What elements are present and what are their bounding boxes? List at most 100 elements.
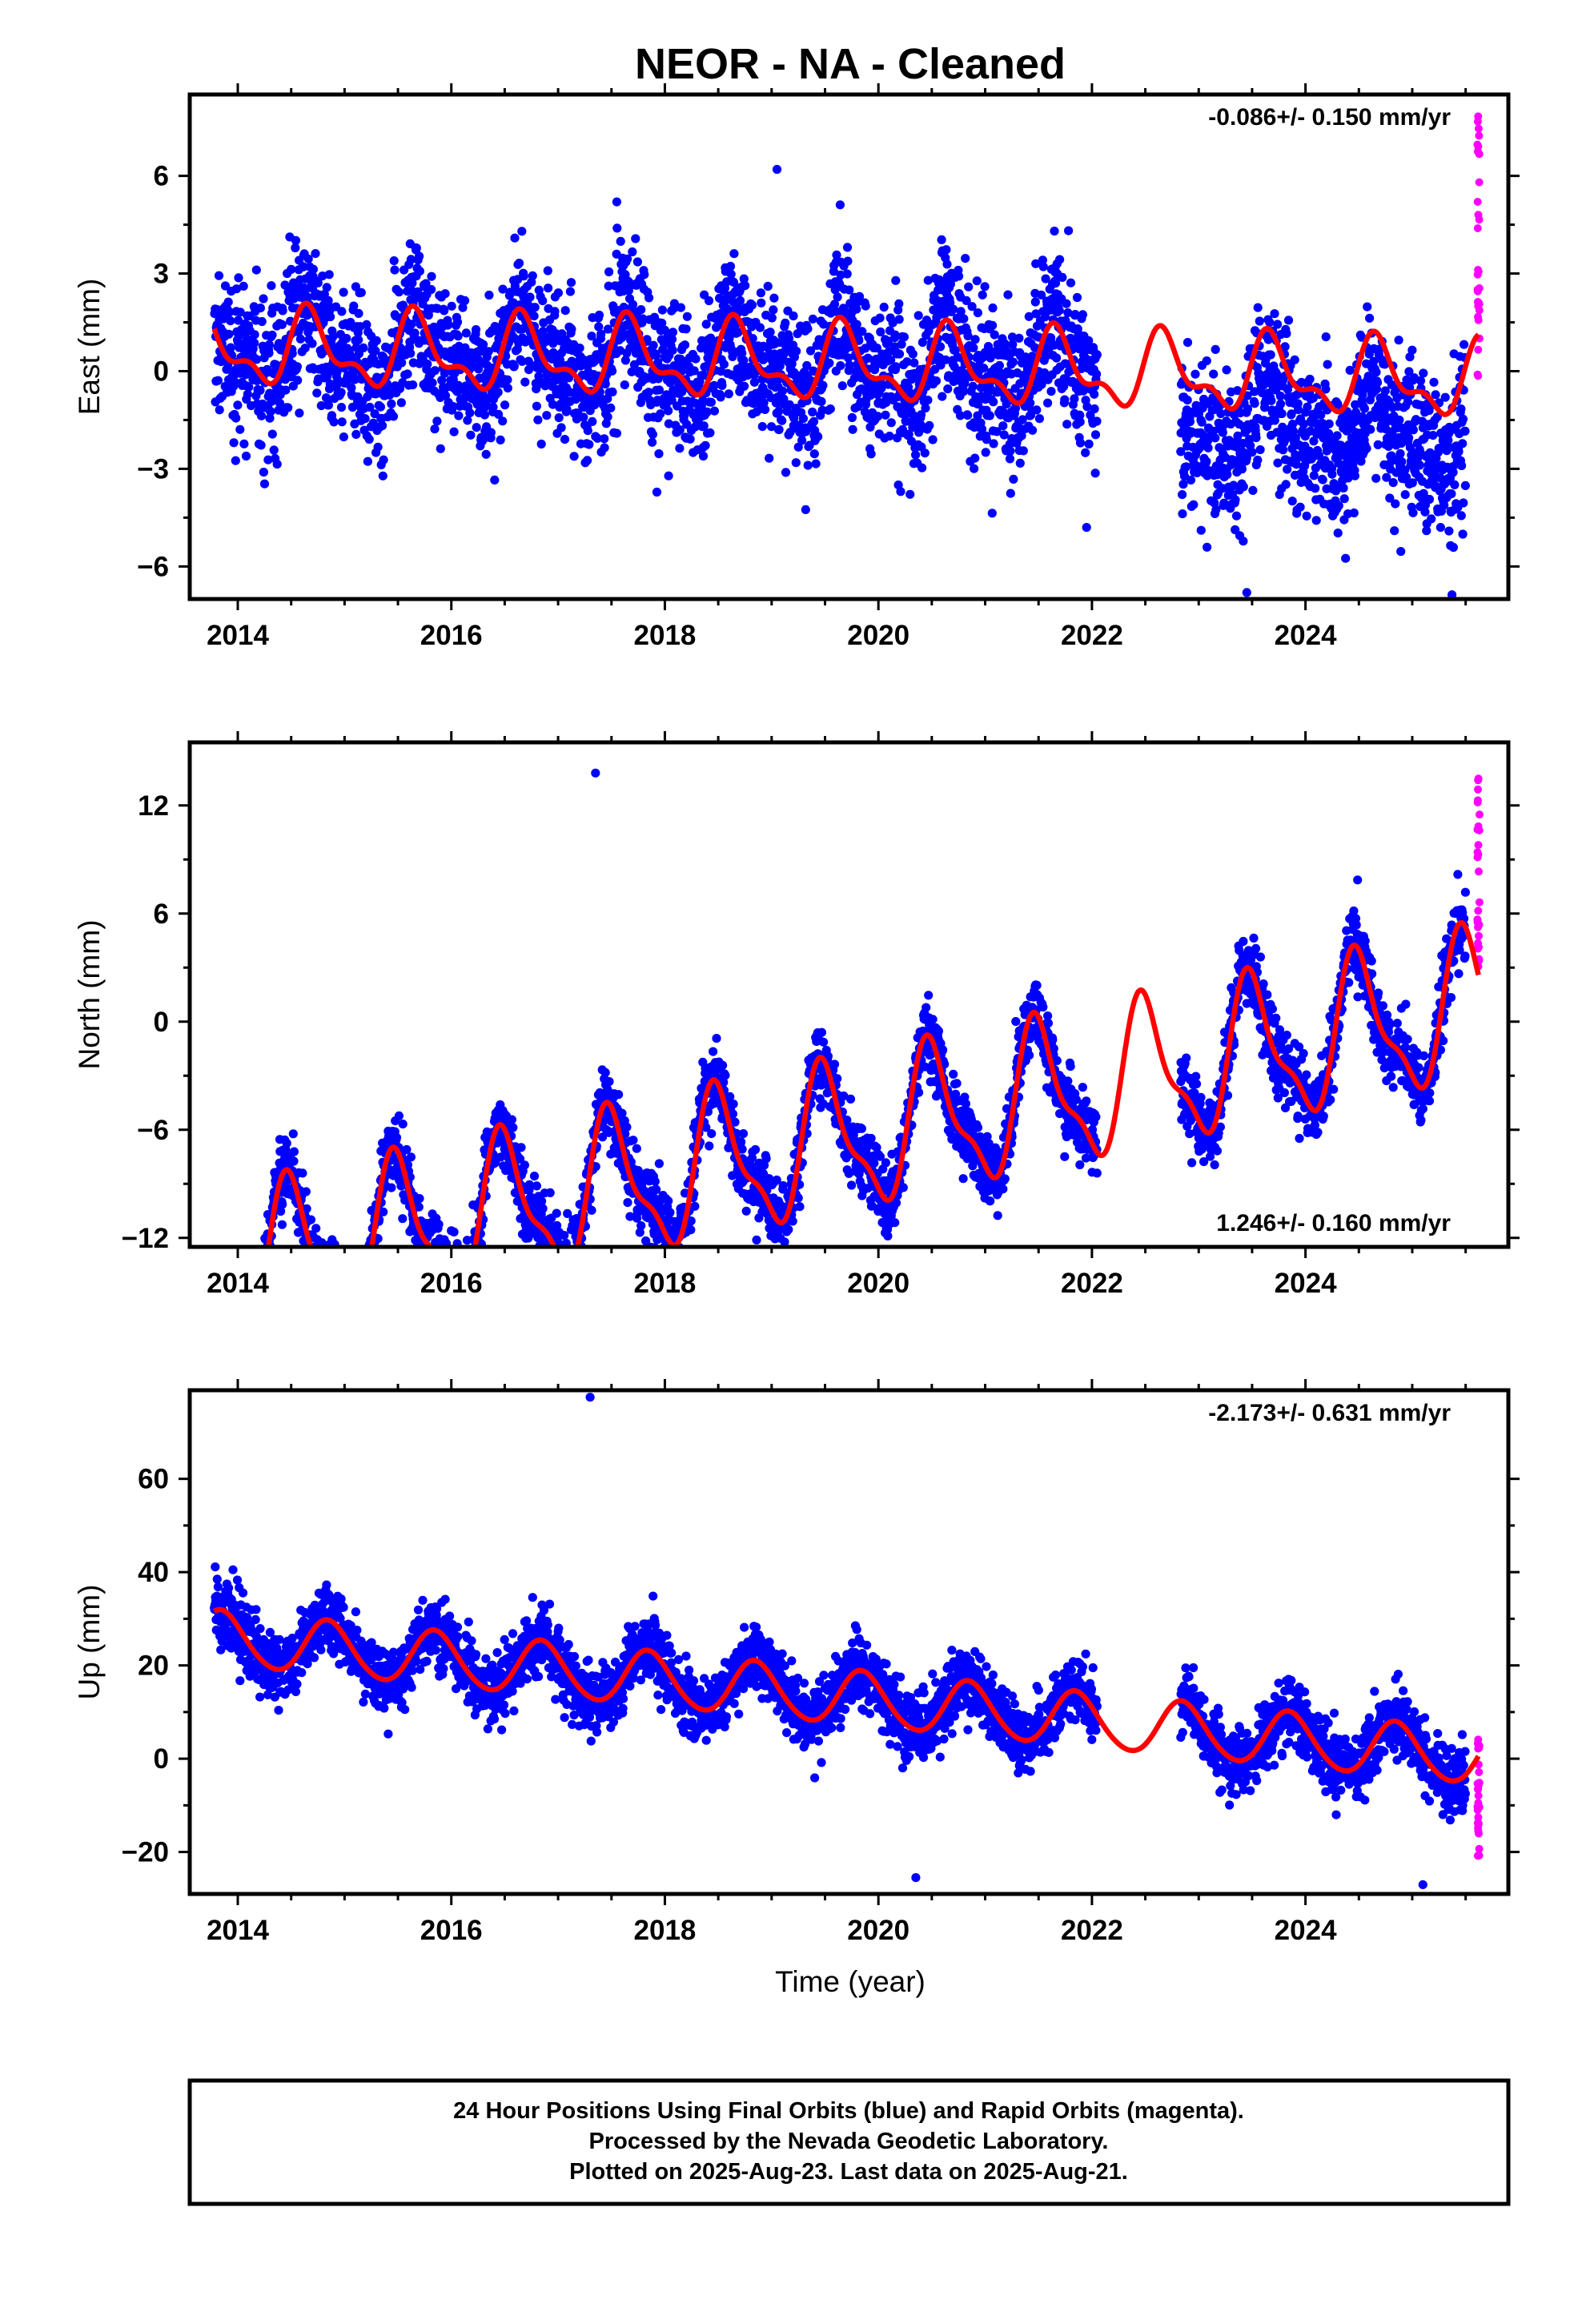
data-point xyxy=(698,451,709,461)
rapid-point xyxy=(1475,150,1484,159)
data-point xyxy=(332,1275,341,1284)
data-point xyxy=(905,489,915,499)
data-point xyxy=(440,306,449,316)
data-point xyxy=(1090,468,1100,478)
data-point xyxy=(1277,408,1287,419)
data-point xyxy=(569,1269,578,1277)
data-point xyxy=(657,305,668,315)
data-point xyxy=(253,1307,262,1316)
data-point xyxy=(246,1310,255,1319)
data-point xyxy=(999,430,1009,440)
data-point xyxy=(529,1253,538,1262)
data-point xyxy=(1075,438,1086,448)
data-point xyxy=(423,360,432,369)
data-point xyxy=(567,1265,576,1274)
data-point xyxy=(1363,302,1372,312)
data-point xyxy=(689,366,699,376)
data-point xyxy=(234,316,243,325)
data-point xyxy=(484,347,493,356)
data-point xyxy=(811,459,821,468)
data-point xyxy=(354,308,363,318)
data-point xyxy=(461,1305,470,1314)
data-point xyxy=(272,460,282,469)
data-point xyxy=(241,1301,250,1309)
data-point xyxy=(916,410,926,420)
data-point xyxy=(808,407,817,417)
data-point xyxy=(239,1334,247,1343)
data-point xyxy=(440,368,450,378)
data-point xyxy=(1334,501,1343,511)
data-point xyxy=(917,463,927,472)
data-point xyxy=(787,359,797,368)
data-point xyxy=(347,1294,356,1303)
data-point xyxy=(327,1256,336,1265)
data-point xyxy=(706,333,716,343)
data-point xyxy=(848,424,857,434)
data-point xyxy=(349,1300,358,1309)
data-point xyxy=(444,1298,453,1307)
data-point xyxy=(389,256,399,266)
data-point xyxy=(264,348,274,358)
data-point xyxy=(335,1309,344,1318)
data-point xyxy=(390,265,400,275)
data-point xyxy=(538,1204,548,1213)
data-point xyxy=(554,413,564,423)
data-point xyxy=(246,1321,255,1329)
data-point xyxy=(255,1325,264,1334)
data-point xyxy=(363,1283,371,1292)
data-point xyxy=(321,1284,330,1293)
data-point xyxy=(346,1345,355,1354)
data-point xyxy=(316,1271,325,1280)
data-point xyxy=(288,1129,298,1139)
data-point xyxy=(959,314,969,324)
data-point xyxy=(335,1274,344,1283)
data-point xyxy=(928,435,938,444)
data-point xyxy=(247,1306,256,1315)
data-point xyxy=(765,328,775,337)
data-point xyxy=(254,1304,263,1313)
data-point xyxy=(1371,473,1381,483)
data-point xyxy=(480,410,490,420)
data-point xyxy=(235,1302,243,1311)
data-point xyxy=(360,1265,369,1273)
data-point xyxy=(520,1160,530,1170)
data-point xyxy=(861,344,870,353)
data-point xyxy=(756,288,766,298)
data-point xyxy=(216,1305,225,1313)
data-point xyxy=(225,1314,234,1323)
data-point xyxy=(278,306,287,316)
data-point xyxy=(702,361,712,371)
data-point xyxy=(223,1327,232,1336)
data-point xyxy=(362,1272,371,1281)
data-point xyxy=(436,1256,444,1265)
data-point xyxy=(252,1327,261,1336)
data-point xyxy=(355,1290,363,1299)
data-point xyxy=(347,1331,355,1340)
data-point xyxy=(215,405,224,415)
data-point xyxy=(507,1115,517,1124)
data-point xyxy=(564,373,574,383)
data-point xyxy=(353,1311,362,1320)
data-point xyxy=(1428,431,1438,440)
data-point xyxy=(553,1253,562,1262)
data-point xyxy=(237,1333,246,1342)
data-point xyxy=(351,1250,359,1259)
data-point xyxy=(1456,511,1466,521)
data-point xyxy=(836,361,845,371)
data-point xyxy=(324,1289,333,1297)
data-point xyxy=(420,1248,429,1256)
data-point xyxy=(317,1263,326,1272)
data-point xyxy=(261,1259,270,1268)
data-point xyxy=(239,1341,247,1349)
data-point xyxy=(241,451,251,461)
data-point xyxy=(1209,369,1219,379)
data-point xyxy=(1290,355,1299,364)
data-point xyxy=(335,1313,343,1321)
data-point xyxy=(557,1273,566,1282)
data-point xyxy=(363,1271,372,1280)
data-point xyxy=(909,411,918,420)
data-point xyxy=(498,416,508,426)
data-point xyxy=(223,1297,232,1306)
data-point xyxy=(726,269,736,279)
data-point xyxy=(1185,416,1195,427)
